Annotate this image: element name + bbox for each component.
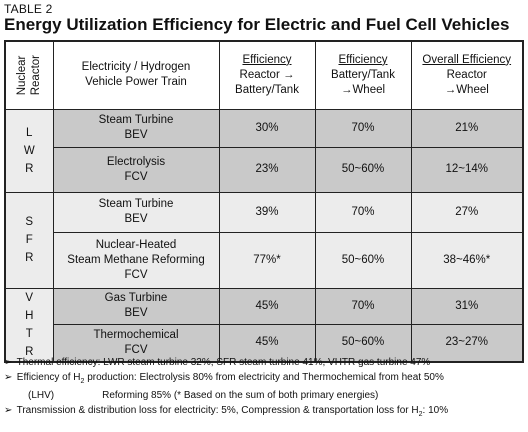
header-row: Nuclear Reactor Electricity / Hydrogen V… bbox=[4, 40, 524, 110]
efficiency-battery-cell: 70% bbox=[314, 108, 412, 148]
header-powertrain: Electricity / Hydrogen Vehicle Power Tra… bbox=[52, 40, 220, 110]
efficiency-table: Nuclear Reactor Electricity / Hydrogen V… bbox=[4, 40, 524, 363]
overall-efficiency-cell: 12~14% bbox=[410, 146, 524, 193]
efficiency-reactor-cell: 45% bbox=[218, 287, 316, 326]
efficiency-battery-cell: 70% bbox=[314, 287, 412, 326]
overall-efficiency-cell: 38~46%* bbox=[410, 231, 524, 289]
powertrain-cell: Steam Turbine BEV bbox=[52, 108, 220, 148]
bullet-arrow-icon: ➢ bbox=[4, 357, 13, 368]
table-row: Nuclear-Heated Steam Methane Reforming FCV… bbox=[5, 231, 524, 289]
footnote-thermal: ➢ Thermal efficiency: LWR steam turbine … bbox=[4, 356, 448, 371]
bullet-arrow-icon: ➢ bbox=[4, 404, 13, 416]
efficiency-reactor-cell: 77%* bbox=[218, 231, 316, 289]
table-row: Electrolysis FCV 23% 50~60% 12~14% bbox=[5, 146, 524, 193]
overall-efficiency-cell: 23~27% bbox=[410, 324, 524, 362]
table-tag: TABLE 2 bbox=[4, 2, 53, 16]
footnote-transmission: ➢ Transmission & distribution loss for e… bbox=[4, 404, 449, 418]
footnotes: ➢ Thermal efficiency: LWR steam turbine … bbox=[4, 356, 448, 422]
header-overall-efficiency: Overall Efficiency Reactor →Wheel bbox=[410, 40, 524, 110]
header-efficiency-reactor: Efficiency Reactor → Battery/Tank bbox=[218, 40, 316, 110]
powertrain-cell: Electrolysis FCV bbox=[52, 146, 220, 193]
powertrain-cell: Thermochemical FCV bbox=[52, 324, 220, 362]
header-reactor: Nuclear Reactor bbox=[4, 40, 54, 110]
powertrain-cell: Steam Turbine BEV bbox=[52, 191, 220, 233]
efficiency-battery-cell: 50~60% bbox=[314, 324, 412, 362]
overall-efficiency-cell: 31% bbox=[410, 287, 524, 326]
overall-efficiency-cell: 27% bbox=[410, 191, 524, 233]
footnote-lhv: (LHV) Reforming 85% (* Based on the sum o… bbox=[28, 390, 379, 401]
table-row: Thermochemical FCV 45% 50~60% 23~27% bbox=[5, 324, 524, 362]
efficiency-battery-cell: 50~60% bbox=[314, 146, 412, 193]
footnote-h2-production: ➢ Efficiency of H2 production: Electroly… bbox=[4, 371, 444, 385]
efficiency-battery-cell: 50~60% bbox=[314, 231, 412, 289]
header-efficiency-battery: Efficiency Battery/Tank →Wheel bbox=[314, 40, 412, 110]
efficiency-reactor-cell: 23% bbox=[218, 146, 316, 193]
efficiency-battery-cell: 70% bbox=[314, 191, 412, 233]
table-title: Energy Utilization Efficiency for Electr… bbox=[4, 15, 510, 34]
powertrain-cell: Gas Turbine BEV bbox=[52, 287, 220, 326]
overall-efficiency-cell: 21% bbox=[410, 108, 524, 148]
bullet-arrow-icon: ➢ bbox=[4, 371, 13, 383]
efficiency-reactor-cell: 30% bbox=[218, 108, 316, 148]
efficiency-reactor-cell: 39% bbox=[218, 191, 316, 233]
powertrain-cell: Nuclear-Heated Steam Methane Reforming FCV bbox=[52, 231, 220, 289]
